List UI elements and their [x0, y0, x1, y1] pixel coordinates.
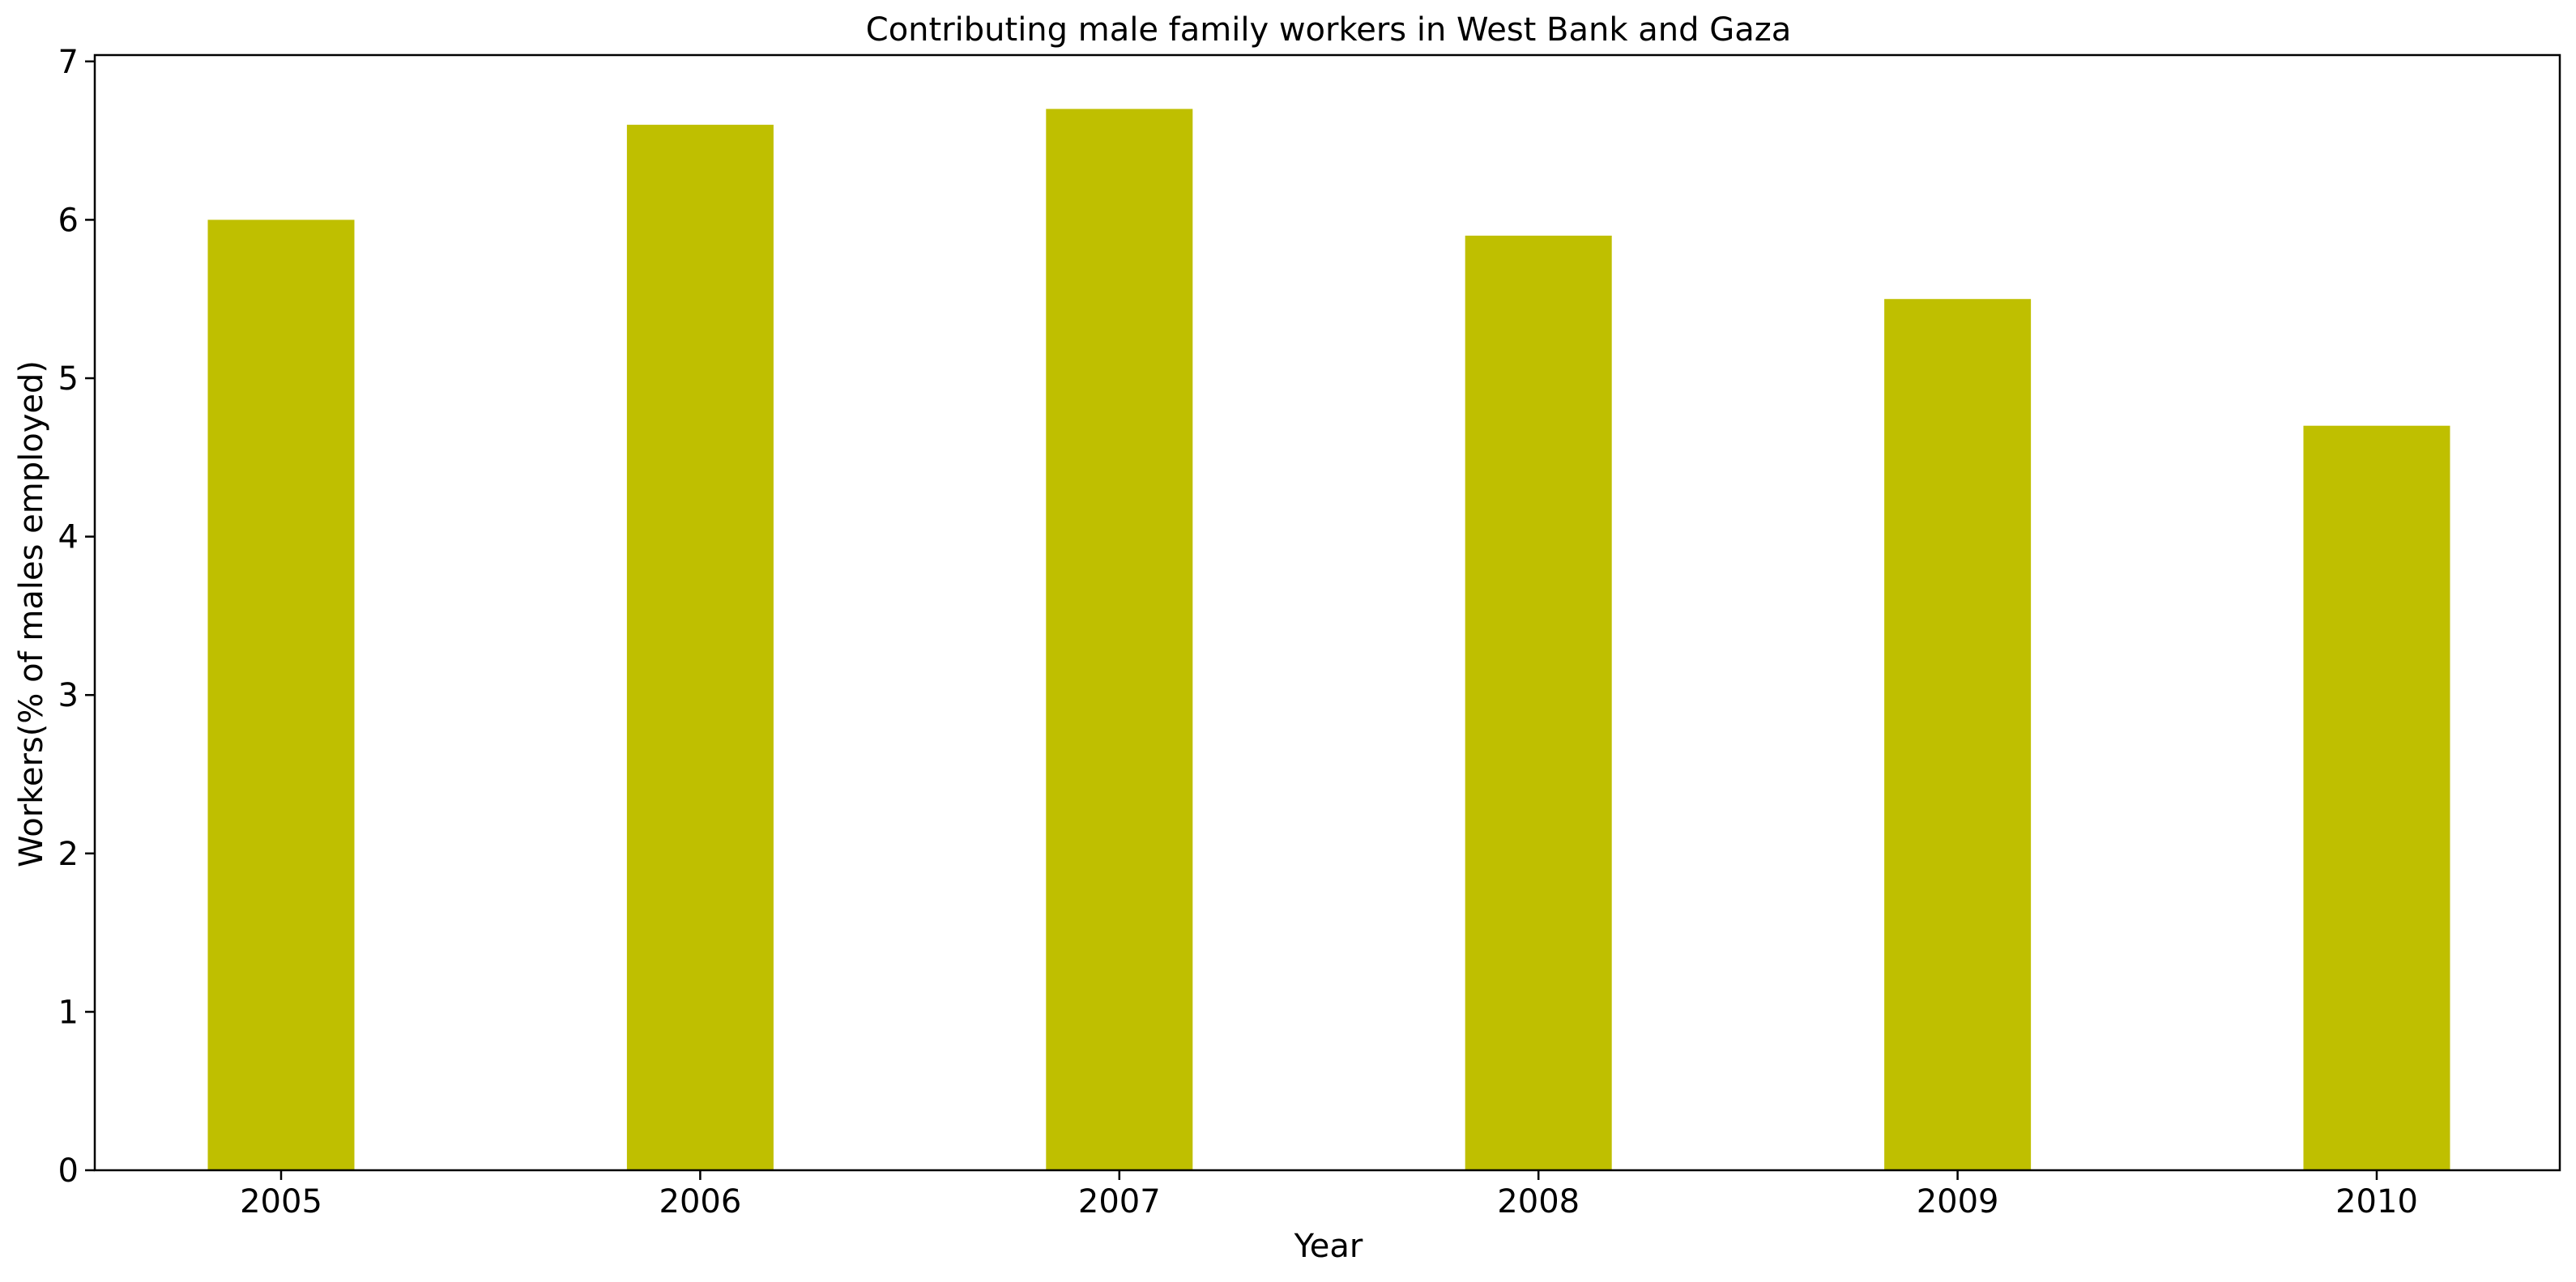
bar-2006	[626, 125, 774, 1170]
x-axis-label: Year	[1294, 1228, 1363, 1265]
x-tick-label: 2005	[240, 1183, 322, 1220]
x-tick-label: 2010	[2335, 1183, 2418, 1220]
bar-2005	[207, 219, 355, 1171]
y-tick-label: 7	[58, 44, 79, 81]
y-tick-label: 0	[58, 1152, 79, 1190]
x-axis-ticks: 2005 2006 2007 2008 2009 2010	[240, 1170, 2418, 1220]
x-tick-label: 2009	[1917, 1183, 1999, 1220]
x-tick-label: 2007	[1078, 1183, 1161, 1220]
y-axis-label: Workers(% of males employed)	[13, 360, 50, 867]
chart-title: Contributing male family workers in West…	[866, 11, 1791, 49]
bar-2007	[1046, 109, 1193, 1171]
y-axis-ticks: 0 1 2 3 4 5 6 7	[58, 44, 95, 1190]
x-tick-label: 2006	[659, 1183, 742, 1220]
bar-2008	[1465, 235, 1612, 1170]
bars	[207, 109, 2450, 1171]
bar-2010	[2303, 425, 2450, 1170]
y-tick-label: 5	[58, 360, 79, 398]
x-tick-label: 2008	[1497, 1183, 1580, 1220]
y-tick-label: 3	[58, 677, 79, 714]
y-tick-label: 4	[58, 519, 79, 556]
y-tick-label: 1	[58, 994, 79, 1031]
plot-frame	[93, 53, 2561, 1172]
bar-2009	[1884, 299, 2032, 1170]
y-tick-label: 6	[58, 202, 79, 239]
y-tick-label: 2	[58, 836, 79, 873]
